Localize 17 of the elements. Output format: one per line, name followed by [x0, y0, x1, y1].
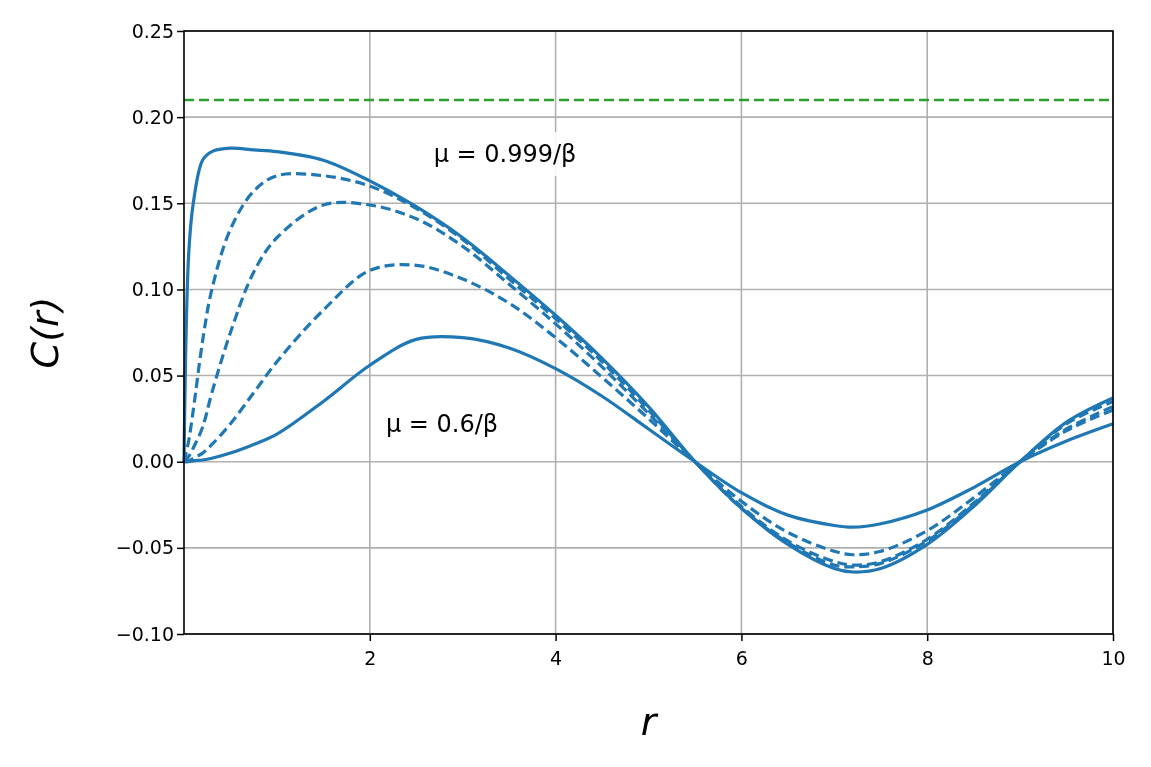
annotation: μ = 0.999/β	[433, 140, 577, 168]
x-axis-title: r	[640, 700, 659, 744]
x-tick-label: 10	[1101, 646, 1126, 669]
x-tick-label: 8	[921, 646, 934, 669]
y-tick-label: −0.10	[115, 622, 174, 645]
y-tick-label: 0.10	[131, 278, 174, 301]
y-axis-title: C(r)	[23, 296, 67, 369]
x-tick-label: 6	[735, 646, 748, 669]
x-tick-label: 4	[550, 646, 563, 669]
y-tick-label: 0.25	[131, 19, 174, 42]
y-tick-label: 0.15	[131, 191, 174, 214]
annotation: μ = 0.6/β	[385, 410, 499, 438]
x-tick-label: 2	[364, 646, 377, 669]
y-tick-label: 0.20	[131, 105, 174, 128]
y-tick-label: 0.00	[131, 450, 174, 473]
y-tick-label: −0.05	[115, 536, 174, 559]
y-tick-label: 0.05	[131, 364, 174, 387]
